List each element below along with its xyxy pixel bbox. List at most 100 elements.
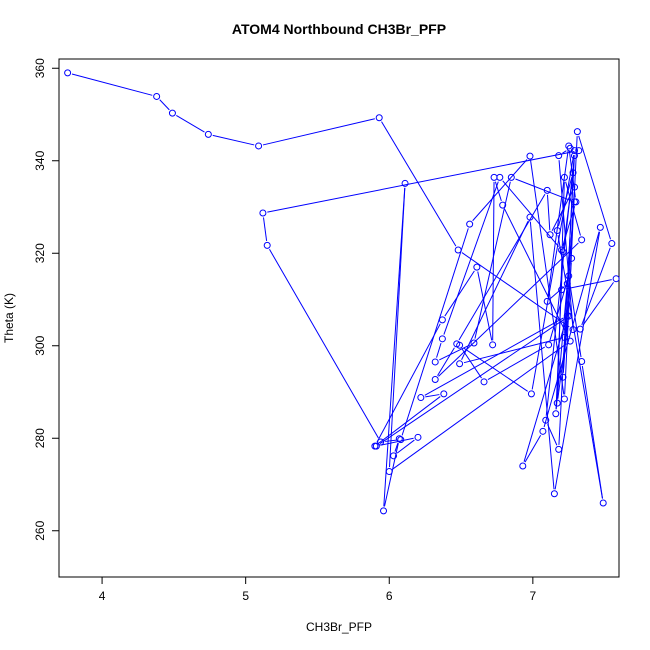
series-segment — [547, 424, 558, 446]
data-point — [466, 220, 474, 228]
data-point — [555, 445, 563, 453]
series-segment — [581, 365, 604, 499]
series-segment — [378, 396, 441, 444]
series-segment — [487, 346, 545, 381]
data-point — [259, 209, 267, 217]
data-point — [575, 147, 583, 155]
y-tick-label: 260 — [33, 520, 47, 540]
data-point — [397, 436, 405, 444]
series-segment — [443, 181, 499, 335]
data-point — [552, 410, 560, 418]
series-segment — [582, 282, 614, 326]
data-point — [255, 142, 263, 150]
series-segment — [554, 231, 601, 490]
plot-frame — [58, 58, 620, 578]
series-segment — [383, 187, 406, 507]
x-tick-label: 4 — [99, 589, 106, 603]
data-point — [568, 254, 576, 262]
series-segment — [401, 228, 469, 436]
x-axis: 4 5 6 7 — [99, 576, 537, 603]
data-point — [560, 395, 568, 403]
series-segment — [396, 439, 415, 454]
series-segment — [562, 150, 567, 154]
series-segment — [262, 118, 375, 146]
data-point — [545, 341, 553, 349]
data-point — [543, 297, 551, 305]
series-segment — [380, 437, 414, 446]
data-point — [612, 275, 620, 283]
data-point — [375, 114, 383, 122]
series-segment — [437, 347, 455, 376]
data-point — [401, 179, 409, 187]
data-point — [559, 373, 567, 381]
y-axis: 260 280 300 320 340 360 — [33, 58, 60, 541]
data-point — [565, 272, 573, 280]
series-segment — [176, 114, 205, 133]
series-segment — [461, 221, 529, 360]
series-segment — [383, 443, 399, 507]
data-point — [372, 442, 380, 450]
series-segment — [463, 338, 561, 364]
data-point — [414, 433, 422, 441]
series-segment — [515, 178, 571, 201]
series-segment — [159, 99, 170, 111]
data-point — [473, 263, 481, 271]
data-point — [263, 241, 271, 249]
series-segment — [581, 247, 611, 326]
data-point — [527, 390, 535, 398]
series-segment — [376, 323, 441, 443]
y-axis-label: Theta (K) — [2, 293, 16, 343]
data-point — [539, 427, 547, 435]
data-point — [456, 360, 464, 368]
series-segment — [461, 252, 570, 328]
data-point — [570, 152, 578, 160]
series-segment — [436, 342, 442, 358]
data-point — [499, 201, 507, 209]
data-point — [453, 340, 461, 348]
data-point — [480, 378, 488, 386]
series-segment — [212, 134, 255, 146]
data-point — [390, 452, 398, 460]
chart-title: ATOM4 Northbound CH3Br_PFP — [232, 21, 446, 37]
data-point — [550, 490, 558, 498]
data-point — [64, 69, 72, 77]
data-point — [558, 246, 566, 254]
y-tick-label: 280 — [33, 428, 47, 448]
data-point — [560, 173, 568, 181]
data-point — [470, 339, 478, 347]
data-point — [526, 152, 534, 160]
series-segment — [558, 160, 574, 326]
series-segment — [524, 434, 542, 463]
data-point — [417, 394, 425, 402]
data-point — [490, 173, 498, 181]
data-point — [519, 462, 527, 470]
series-segment — [502, 180, 560, 247]
data-point — [542, 416, 550, 424]
data-point — [563, 280, 571, 288]
x-tick-label: 5 — [242, 589, 249, 603]
x-axis-label: CH3Br_PFP — [306, 620, 372, 634]
data-point — [578, 236, 586, 244]
series-segment — [568, 280, 582, 358]
data-point — [573, 128, 581, 136]
y-tick-label: 360 — [33, 58, 47, 78]
series-segment — [504, 208, 569, 338]
data-point — [431, 358, 439, 366]
data-point — [570, 147, 578, 155]
data-point — [566, 337, 574, 345]
data-point — [395, 435, 403, 443]
data-point — [553, 399, 561, 407]
data-point — [489, 341, 497, 349]
data-point — [570, 183, 578, 191]
data-point — [565, 142, 573, 150]
data-point — [440, 390, 448, 398]
series-segment — [551, 190, 573, 231]
data-point — [570, 198, 578, 206]
data-point — [507, 173, 515, 181]
data-point — [438, 335, 446, 343]
data-point — [454, 246, 462, 254]
data-point — [377, 438, 385, 446]
data-point — [438, 316, 446, 324]
data-point — [526, 213, 534, 221]
